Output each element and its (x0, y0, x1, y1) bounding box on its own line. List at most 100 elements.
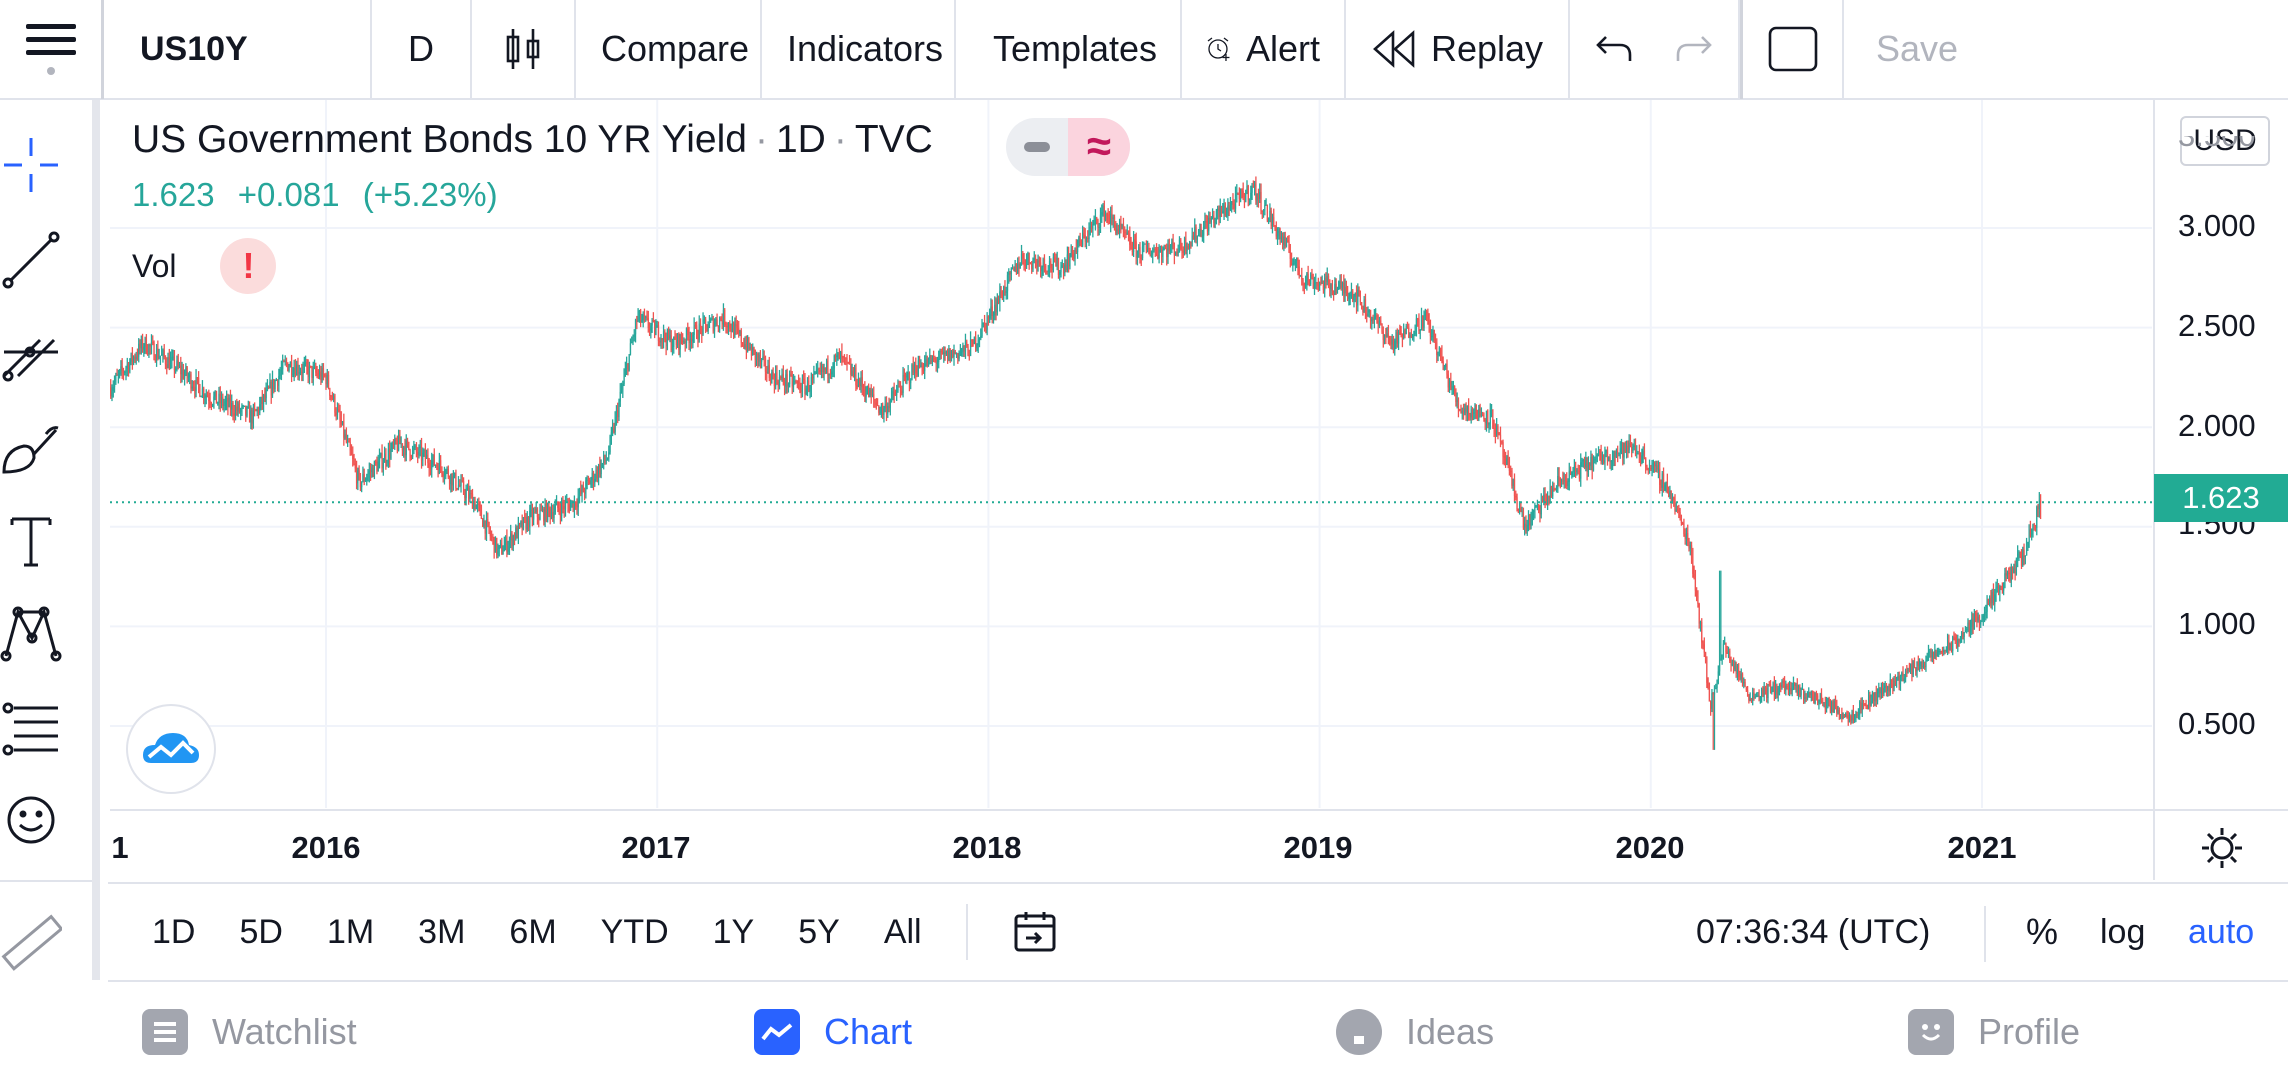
candle-body (470, 493, 472, 495)
candle-body (1696, 590, 1698, 597)
replay-button[interactable]: Replay (1346, 0, 1570, 99)
nav-ideas[interactable]: Ideas (1336, 984, 1494, 1080)
candle-body (412, 448, 414, 457)
utc-clock[interactable]: 07:36:34 (UTC) (1696, 912, 1931, 951)
candle-body (776, 372, 778, 382)
redo-icon[interactable] (1674, 33, 1714, 65)
replay-label: Replay (1430, 28, 1544, 69)
candle-body (1645, 458, 1647, 467)
candle-body (671, 347, 674, 351)
candle-body (1248, 198, 1251, 201)
menu-button[interactable] (0, 0, 104, 99)
candle-body (110, 387, 112, 397)
currency-badge[interactable]: USD (2180, 116, 2270, 166)
candle-body (305, 361, 307, 365)
candle-body (150, 342, 153, 347)
candle-body (375, 461, 377, 464)
layout-button[interactable] (1740, 0, 1844, 99)
indicators-button[interactable]: Indicators (762, 0, 956, 99)
candle-body (315, 366, 317, 373)
candle-body (1729, 650, 1731, 662)
candle-body (1577, 470, 1579, 472)
candle-body (1164, 248, 1167, 250)
candle-body (1018, 263, 1020, 269)
candle-body (1856, 713, 1858, 716)
log-scale-toggle[interactable]: log (2100, 912, 2146, 951)
candle-body (1666, 482, 1668, 493)
range-1m[interactable]: 1M (326, 912, 375, 951)
warning-icon[interactable]: ! (220, 238, 277, 294)
candle-body (2004, 573, 2006, 589)
collapse-legend-button[interactable] (1006, 118, 1068, 176)
candle-body (1684, 534, 1686, 539)
go-to-date-icon[interactable] (1012, 910, 1058, 954)
candle-body (917, 360, 919, 376)
candle-body (889, 400, 891, 409)
candle-body (1698, 603, 1700, 624)
legend-toggle-pill[interactable]: ≈ (1006, 118, 1130, 176)
undo-icon[interactable] (1594, 33, 1634, 65)
candle-body (1200, 229, 1202, 237)
candle-body (341, 421, 344, 425)
candle-body (1054, 257, 1056, 260)
interval-button[interactable]: D (372, 0, 472, 99)
candle-body (994, 304, 996, 316)
candle-body (2038, 500, 2040, 510)
auto-scale-toggle[interactable]: auto (2188, 912, 2255, 951)
candle-body (731, 323, 733, 333)
emoji-tool[interactable] (0, 785, 62, 855)
templates-button[interactable]: Templates (956, 0, 1182, 99)
candle-body (1845, 713, 1847, 718)
range-all[interactable]: All (883, 912, 922, 951)
settings-gear-icon[interactable] (2200, 826, 2244, 870)
prediction-tool[interactable] (0, 692, 62, 762)
approx-icon[interactable]: ≈ (1068, 118, 1130, 176)
candle-body (1496, 426, 1498, 435)
alert-button[interactable]: Alert (1182, 0, 1346, 99)
candle-body (186, 367, 188, 378)
range-6m[interactable]: 6M (509, 912, 557, 951)
range-5d[interactable]: 5D (239, 912, 283, 951)
range-ytd[interactable]: YTD (600, 912, 669, 951)
candle-body (1794, 682, 1796, 686)
candle-body (2033, 524, 2035, 526)
chart-type-button[interactable] (472, 0, 576, 99)
candle-body (855, 368, 857, 386)
candle-body (153, 342, 155, 360)
trend-line-tool[interactable] (0, 225, 62, 295)
nav-watchlist[interactable]: Watchlist (142, 984, 357, 1080)
save-button[interactable]: Save (1844, 0, 1962, 99)
compare-button[interactable]: Compare (576, 0, 762, 99)
range-1y[interactable]: 1Y (712, 912, 755, 951)
candle-body (260, 397, 262, 405)
percent-scale-toggle[interactable]: % (2026, 911, 2059, 952)
candle-body (562, 502, 564, 506)
candle-body (1493, 427, 1495, 431)
candle-body (544, 503, 546, 522)
nav-watchlist-label: Watchlist (212, 1011, 357, 1052)
candle-body (401, 443, 404, 451)
candle-body (1820, 694, 1823, 703)
candle-body (1246, 186, 1248, 194)
pitchfork-tool[interactable] (0, 318, 62, 388)
price-chart[interactable] (0, 0, 2288, 880)
range-1d[interactable]: 1D (152, 912, 196, 951)
symbol-search-button[interactable]: US10Y (104, 0, 372, 99)
brush-tool[interactable] (0, 412, 62, 482)
pattern-tool[interactable] (0, 598, 62, 668)
tradingview-logo[interactable] (126, 704, 216, 794)
ruler-tool[interactable] (0, 908, 62, 978)
text-tool[interactable] (0, 505, 62, 575)
candle-body (1485, 410, 1488, 423)
candle-body (1954, 637, 1956, 641)
candle-body (1524, 523, 1526, 528)
candle-body (1961, 632, 1963, 640)
range-3m[interactable]: 3M (418, 912, 466, 951)
candle-body (1859, 701, 1861, 715)
candle-body (1196, 236, 1198, 240)
crosshair-tool[interactable] (0, 130, 62, 200)
candle-body (925, 359, 927, 364)
nav-profile[interactable]: Profile (1908, 984, 2080, 1080)
nav-chart[interactable]: Chart (754, 984, 912, 1080)
range-5y[interactable]: 5Y (798, 912, 840, 951)
